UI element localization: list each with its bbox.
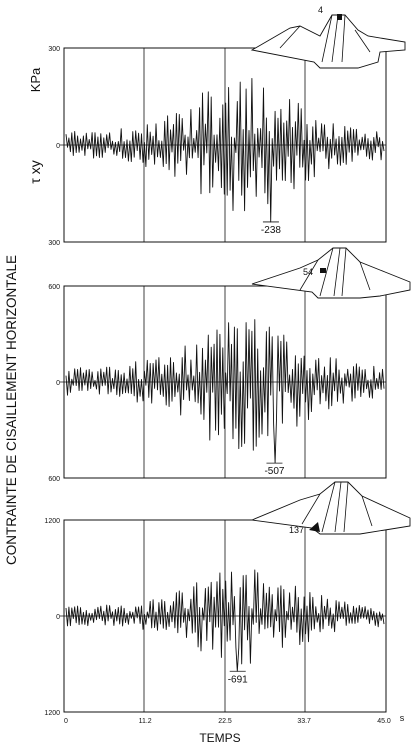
panel-3-element-mark [309, 522, 320, 532]
panel-1-series-line [65, 77, 385, 223]
panel-3-dam-zones [301, 481, 373, 533]
panel-2-dam-zones [299, 247, 371, 297]
panel-1-dam-inset: 4 [250, 5, 406, 69]
panel-3-y-tick-bottom: 1200 [44, 710, 60, 717]
panel-2-series-line [65, 319, 385, 464]
panel-1-dam-zones [279, 14, 371, 63]
x-tick-label: 33.7 [297, 718, 311, 725]
panel-2-dam-outline [251, 247, 411, 299]
panel-1-peak-label: -238 [261, 225, 281, 236]
x-axis-title: TEMPS [199, 731, 240, 745]
panel-2: 600 0 600 -507 54 [48, 247, 411, 483]
unit-label: KPa [28, 67, 43, 92]
x-tick-label: 0 [64, 718, 68, 725]
panel-2-element-number: 54 [303, 267, 313, 277]
y-axis-title: CONTRAINTE DE CISAILLEMENT HORIZONTALE [4, 255, 19, 565]
panel-2-y-tick-zero: 0 [56, 380, 60, 387]
panel-3-x-ticks: 0 11.2 22.5 33.7 45.0 [64, 718, 391, 725]
panel-1: 300 0 300 -238 4 [48, 5, 406, 247]
panel-3: 1200 0 1200 -691 0 11.2 22.5 33.7 45.0 137 [44, 481, 411, 725]
panel-2-y-tick-bottom: 600 [48, 476, 60, 483]
x-tick-label: 11.2 [139, 718, 152, 725]
x-tick-label: 22.5 [218, 718, 232, 725]
panel-1-dam-outline [250, 14, 406, 69]
panel-3-y-tick-top: 1200 [44, 518, 60, 525]
panel-3-dam-inset: 137 [250, 481, 411, 535]
x-unit-label: s [400, 713, 405, 723]
panel-3-y-tick-zero: 0 [56, 614, 60, 621]
panel-1-element-mark [337, 14, 342, 20]
panel-1-y-tick-bottom: 300 [48, 240, 60, 247]
panel-1-y-tick-zero: 0 [56, 143, 60, 150]
stress-symbol: τ xy [27, 160, 43, 183]
panel-3-element-number: 137 [289, 525, 304, 535]
panel-2-y-tick-top: 600 [48, 284, 60, 291]
x-tick-label: 45.0 [377, 718, 391, 725]
panel-3-dam-outline [250, 481, 411, 535]
panel-1-y-tick-top: 300 [48, 46, 60, 53]
panel-2-element-mark [320, 268, 326, 273]
panel-2-dam-inset: 54 [251, 247, 411, 299]
panel-3-series-line [65, 569, 385, 672]
panel-2-peak-label: -507 [264, 466, 284, 477]
panel-1-element-number: 4 [318, 5, 323, 15]
panel-3-peak-label: -691 [228, 674, 248, 685]
